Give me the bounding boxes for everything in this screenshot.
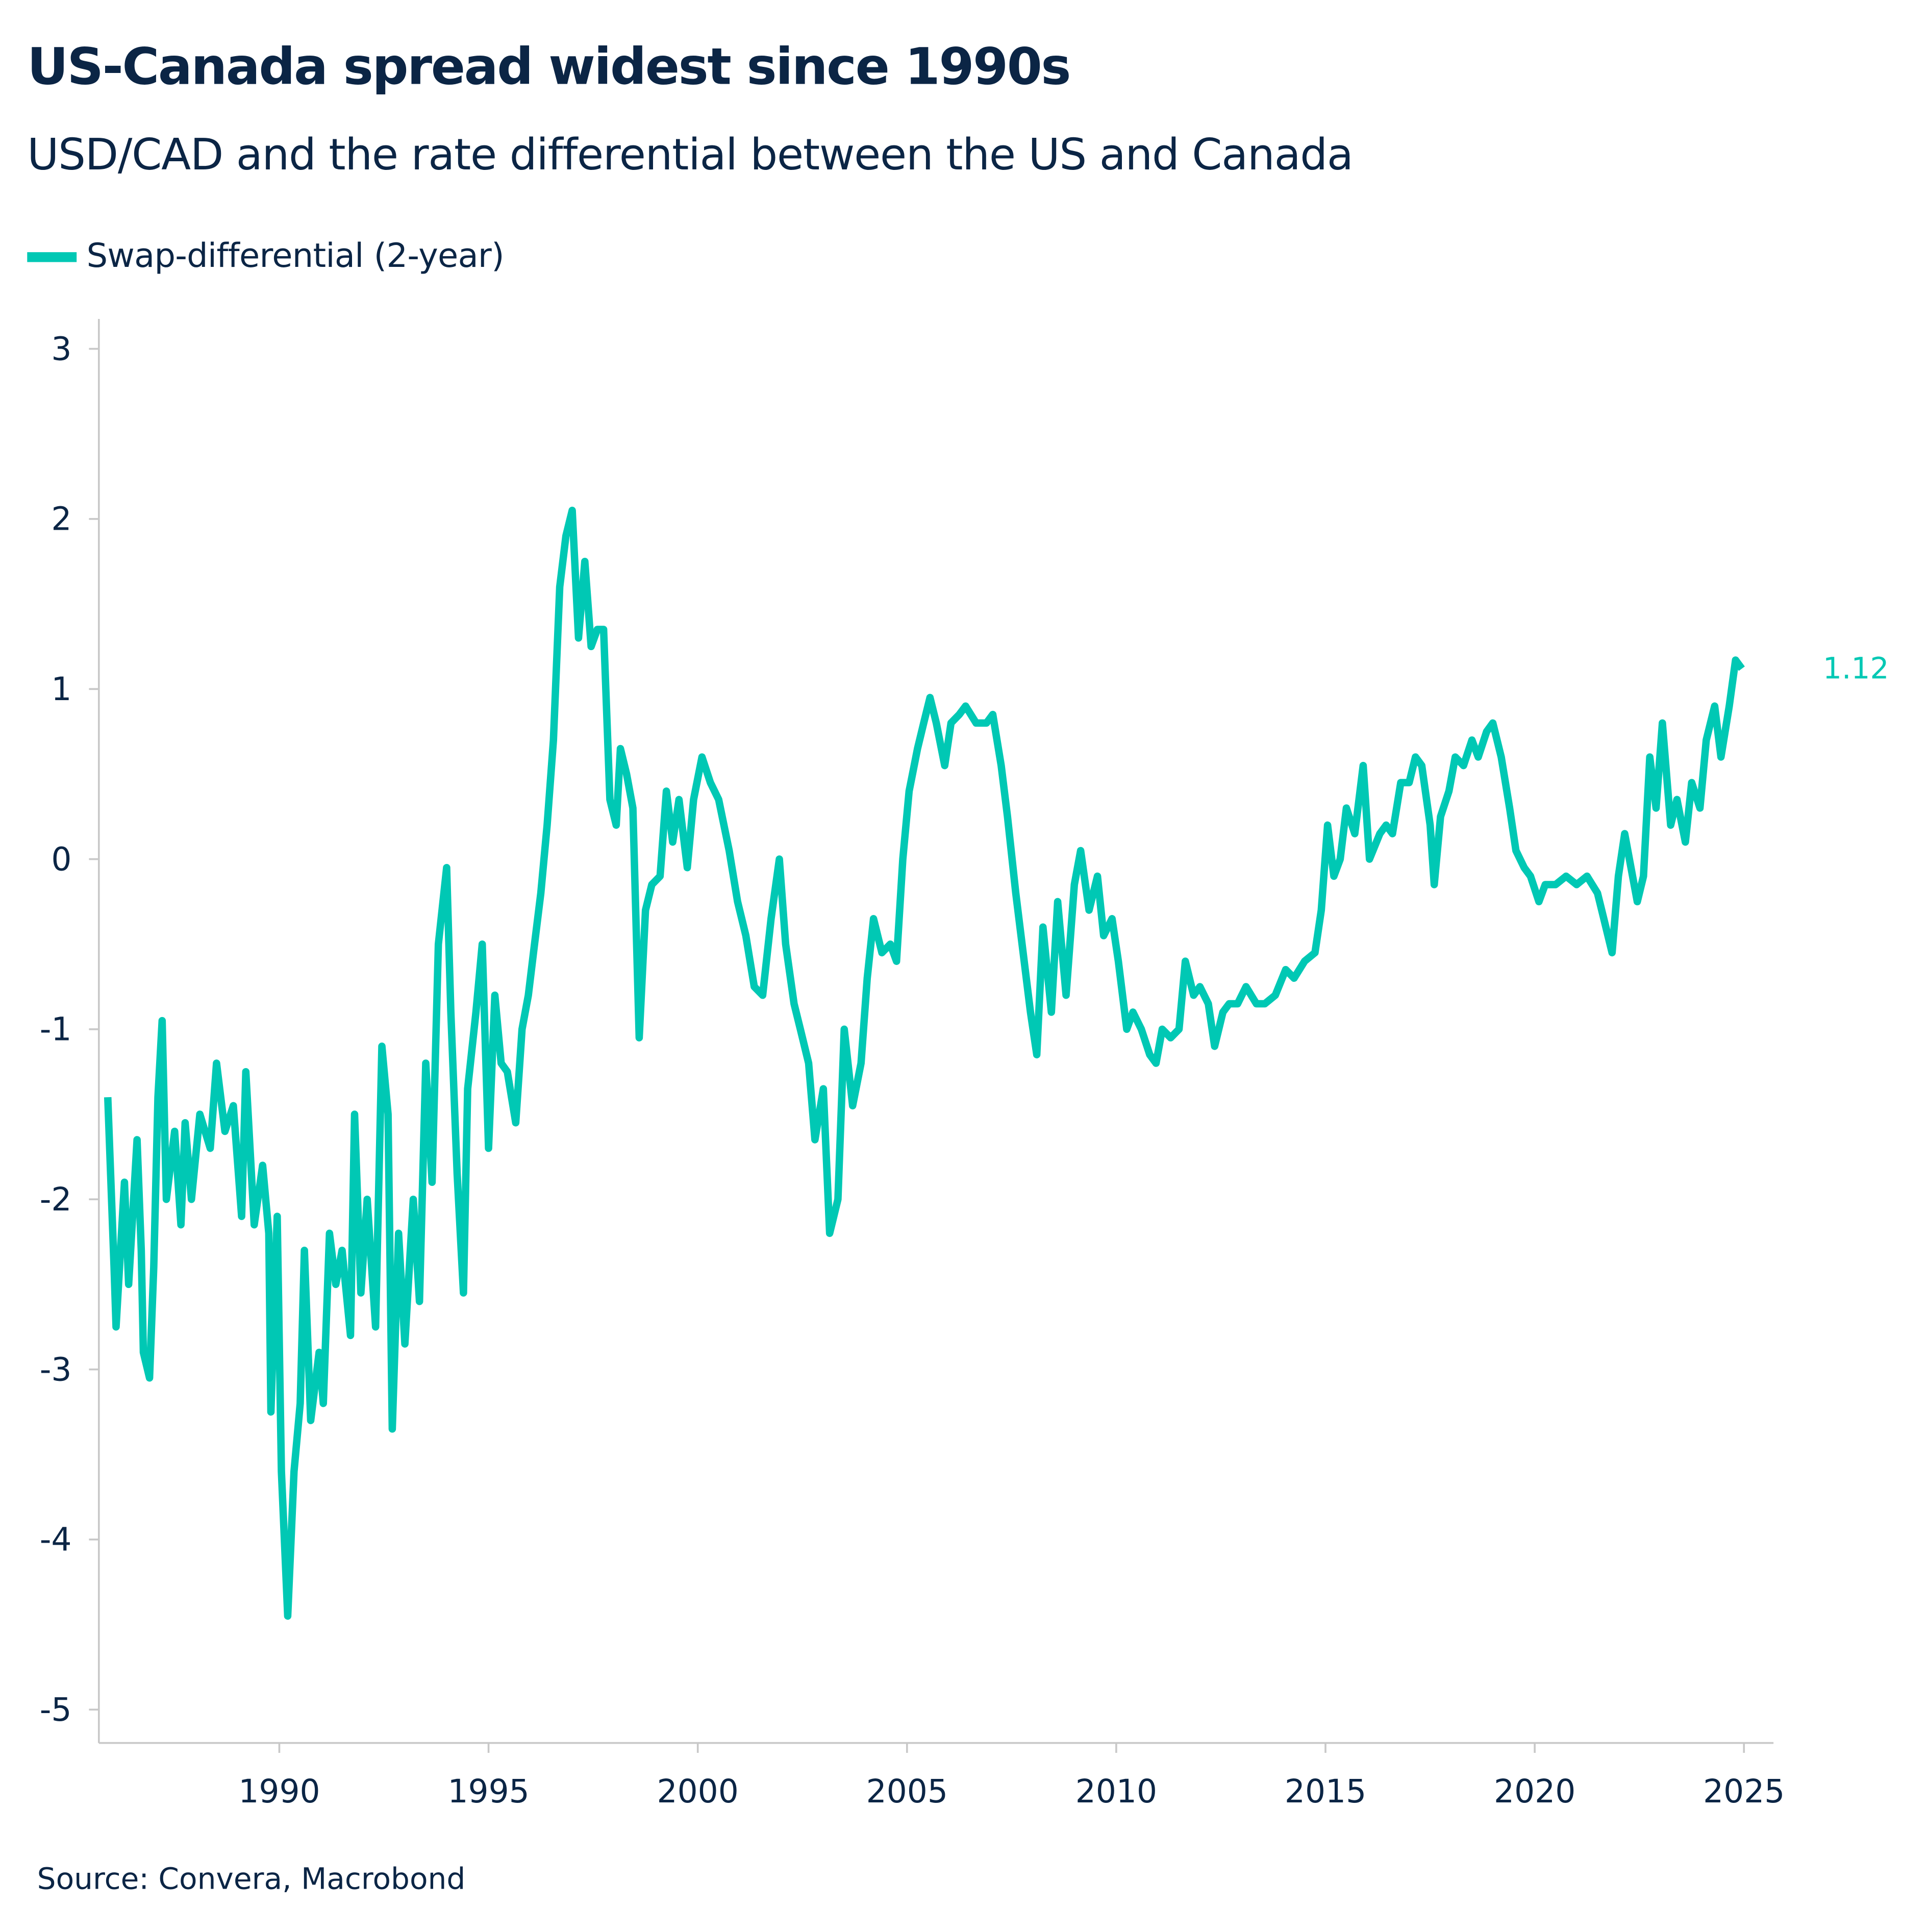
y-tick-label: -3 bbox=[40, 1351, 72, 1388]
legend: Swap-differential (2-year) bbox=[27, 237, 505, 276]
legend-label: Swap-differential (2-year) bbox=[86, 237, 505, 276]
y-tick-label: 1 bbox=[51, 671, 71, 708]
y-tick-label: 3 bbox=[51, 330, 71, 367]
x-tick-label: 2015 bbox=[1285, 1773, 1366, 1810]
x-tick-label: 2000 bbox=[657, 1773, 739, 1810]
x-tick-label: 1995 bbox=[447, 1773, 529, 1810]
x-tick-label: 2005 bbox=[866, 1773, 948, 1810]
x-tick-label: 2020 bbox=[1494, 1773, 1575, 1810]
y-tick-label: -2 bbox=[40, 1181, 72, 1218]
x-tick-label: 2025 bbox=[1703, 1773, 1785, 1810]
y-tick-label: 0 bbox=[51, 840, 71, 878]
y-tick-label: -5 bbox=[40, 1691, 72, 1728]
y-tick-label: 2 bbox=[51, 501, 71, 538]
legend-swatch bbox=[27, 251, 77, 262]
chart-title: US-Canada spread widest since 1990s bbox=[27, 37, 1071, 96]
y-tick-label: -4 bbox=[40, 1521, 72, 1558]
end-value-label: 1.12 bbox=[1823, 651, 1889, 686]
x-tick-label: 1990 bbox=[238, 1773, 320, 1810]
y-tick-label: -1 bbox=[40, 1011, 72, 1048]
series-line-swap-differential bbox=[104, 506, 1745, 1620]
x-tick-label: 2010 bbox=[1075, 1773, 1157, 1810]
source-note: Source: Convera, Macrobond bbox=[37, 1862, 466, 1896]
chart-subtitle: USD/CAD and the rate differential betwee… bbox=[27, 131, 1354, 181]
